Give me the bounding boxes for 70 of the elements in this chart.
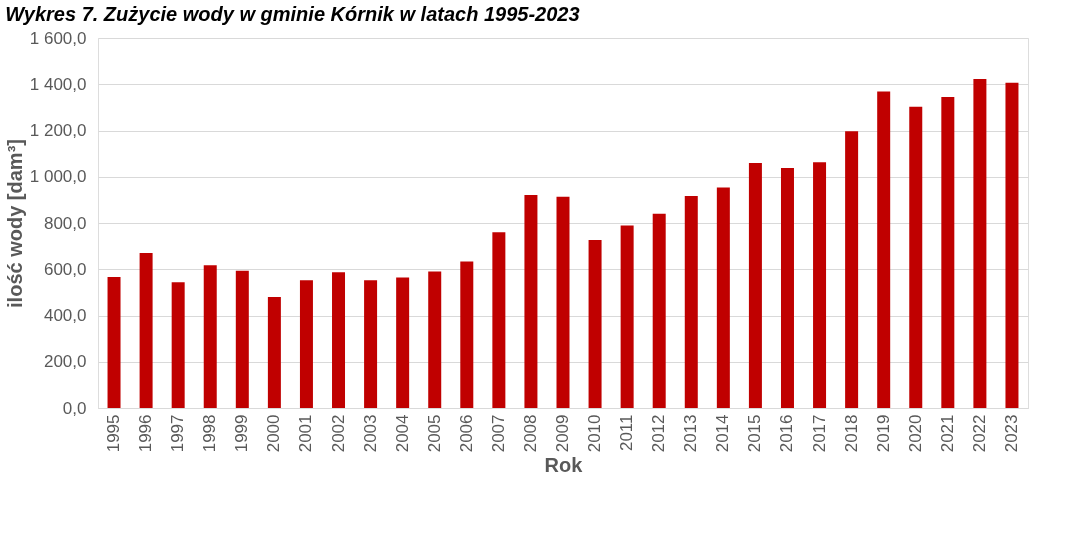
y-tick-label: 0,0: [62, 398, 87, 418]
x-tick-label: 1998: [200, 414, 220, 453]
bar: [203, 265, 217, 408]
bar: [460, 261, 474, 408]
bar: [909, 106, 923, 408]
bar: [588, 240, 602, 408]
bar: [748, 163, 762, 408]
x-tick-label: 2010: [585, 414, 605, 453]
x-tick-label: 2023: [1001, 414, 1021, 453]
y-axis-title: ilość wody [dam³]: [3, 139, 26, 308]
bar: [396, 277, 410, 408]
bar: [1005, 82, 1019, 408]
x-tick-label: 2006: [456, 414, 476, 453]
x-tick-label: 2007: [488, 414, 508, 453]
x-tick-label: 2017: [809, 414, 829, 453]
x-tick-label: 2020: [905, 414, 925, 453]
x-tick-label: 2019: [873, 414, 893, 453]
bar: [684, 195, 698, 408]
chart-title: Wykres 7. Zużycie wody w gminie Kórnik w latach 1995-2023: [5, 3, 580, 25]
bar: [267, 297, 281, 408]
x-tick-label: 1995: [104, 414, 124, 453]
x-tick-label: 1997: [168, 414, 188, 453]
y-tick-label: 1 400,0: [29, 74, 87, 94]
x-tick-label: 2018: [841, 414, 861, 453]
bar: [107, 276, 121, 408]
y-tick-label: 200,0: [43, 352, 87, 372]
bar: [139, 253, 153, 408]
bar: [524, 195, 538, 408]
bar: [877, 91, 891, 408]
bar: [813, 162, 827, 408]
x-tick-label: 2003: [360, 414, 380, 453]
x-tick-label: 2016: [777, 414, 797, 453]
bar: [364, 280, 378, 408]
bar: [235, 270, 249, 408]
y-tick-label: 1 000,0: [29, 167, 87, 187]
x-tick-label: 2004: [392, 414, 412, 453]
x-tick-label: 2009: [553, 414, 572, 453]
x-axis-title: Rok: [544, 454, 584, 477]
y-tick-label: 1 200,0: [29, 121, 87, 140]
bar: [620, 225, 634, 408]
x-tick-label: 2015: [745, 414, 765, 453]
x-tick-label: 2021: [937, 414, 957, 453]
x-tick-label: 2001: [296, 414, 316, 453]
x-tick-label: 2014: [713, 414, 733, 453]
x-tick-label: 2000: [264, 414, 284, 453]
bar: [652, 213, 666, 408]
bar: [716, 187, 730, 408]
x-tick-label: 2013: [681, 414, 701, 453]
x-tick-label: 2005: [424, 414, 444, 453]
bar: [428, 271, 442, 408]
bar: [332, 272, 346, 408]
bar: [845, 131, 859, 408]
bar: [973, 78, 987, 408]
bar: [171, 282, 185, 408]
bar: [780, 167, 794, 408]
y-tick-label: 400,0: [43, 306, 87, 325]
x-tick-label: 2012: [649, 414, 669, 453]
y-tick-label: 600,0: [43, 259, 87, 279]
x-tick-label: 2002: [328, 414, 348, 453]
bar: [299, 280, 313, 408]
x-tick-label: 1996: [136, 414, 156, 453]
x-tick-label: 2011: [617, 414, 637, 452]
x-tick-label: 2008: [520, 414, 540, 453]
x-tick-label: 1999: [232, 414, 252, 453]
bar: [556, 196, 570, 408]
y-tick-label: 1 600,0: [29, 28, 87, 48]
x-tick-label: 2022: [969, 414, 989, 453]
bar: [492, 232, 506, 408]
bar: [941, 96, 955, 408]
y-tick-label: 800,0: [43, 213, 87, 233]
